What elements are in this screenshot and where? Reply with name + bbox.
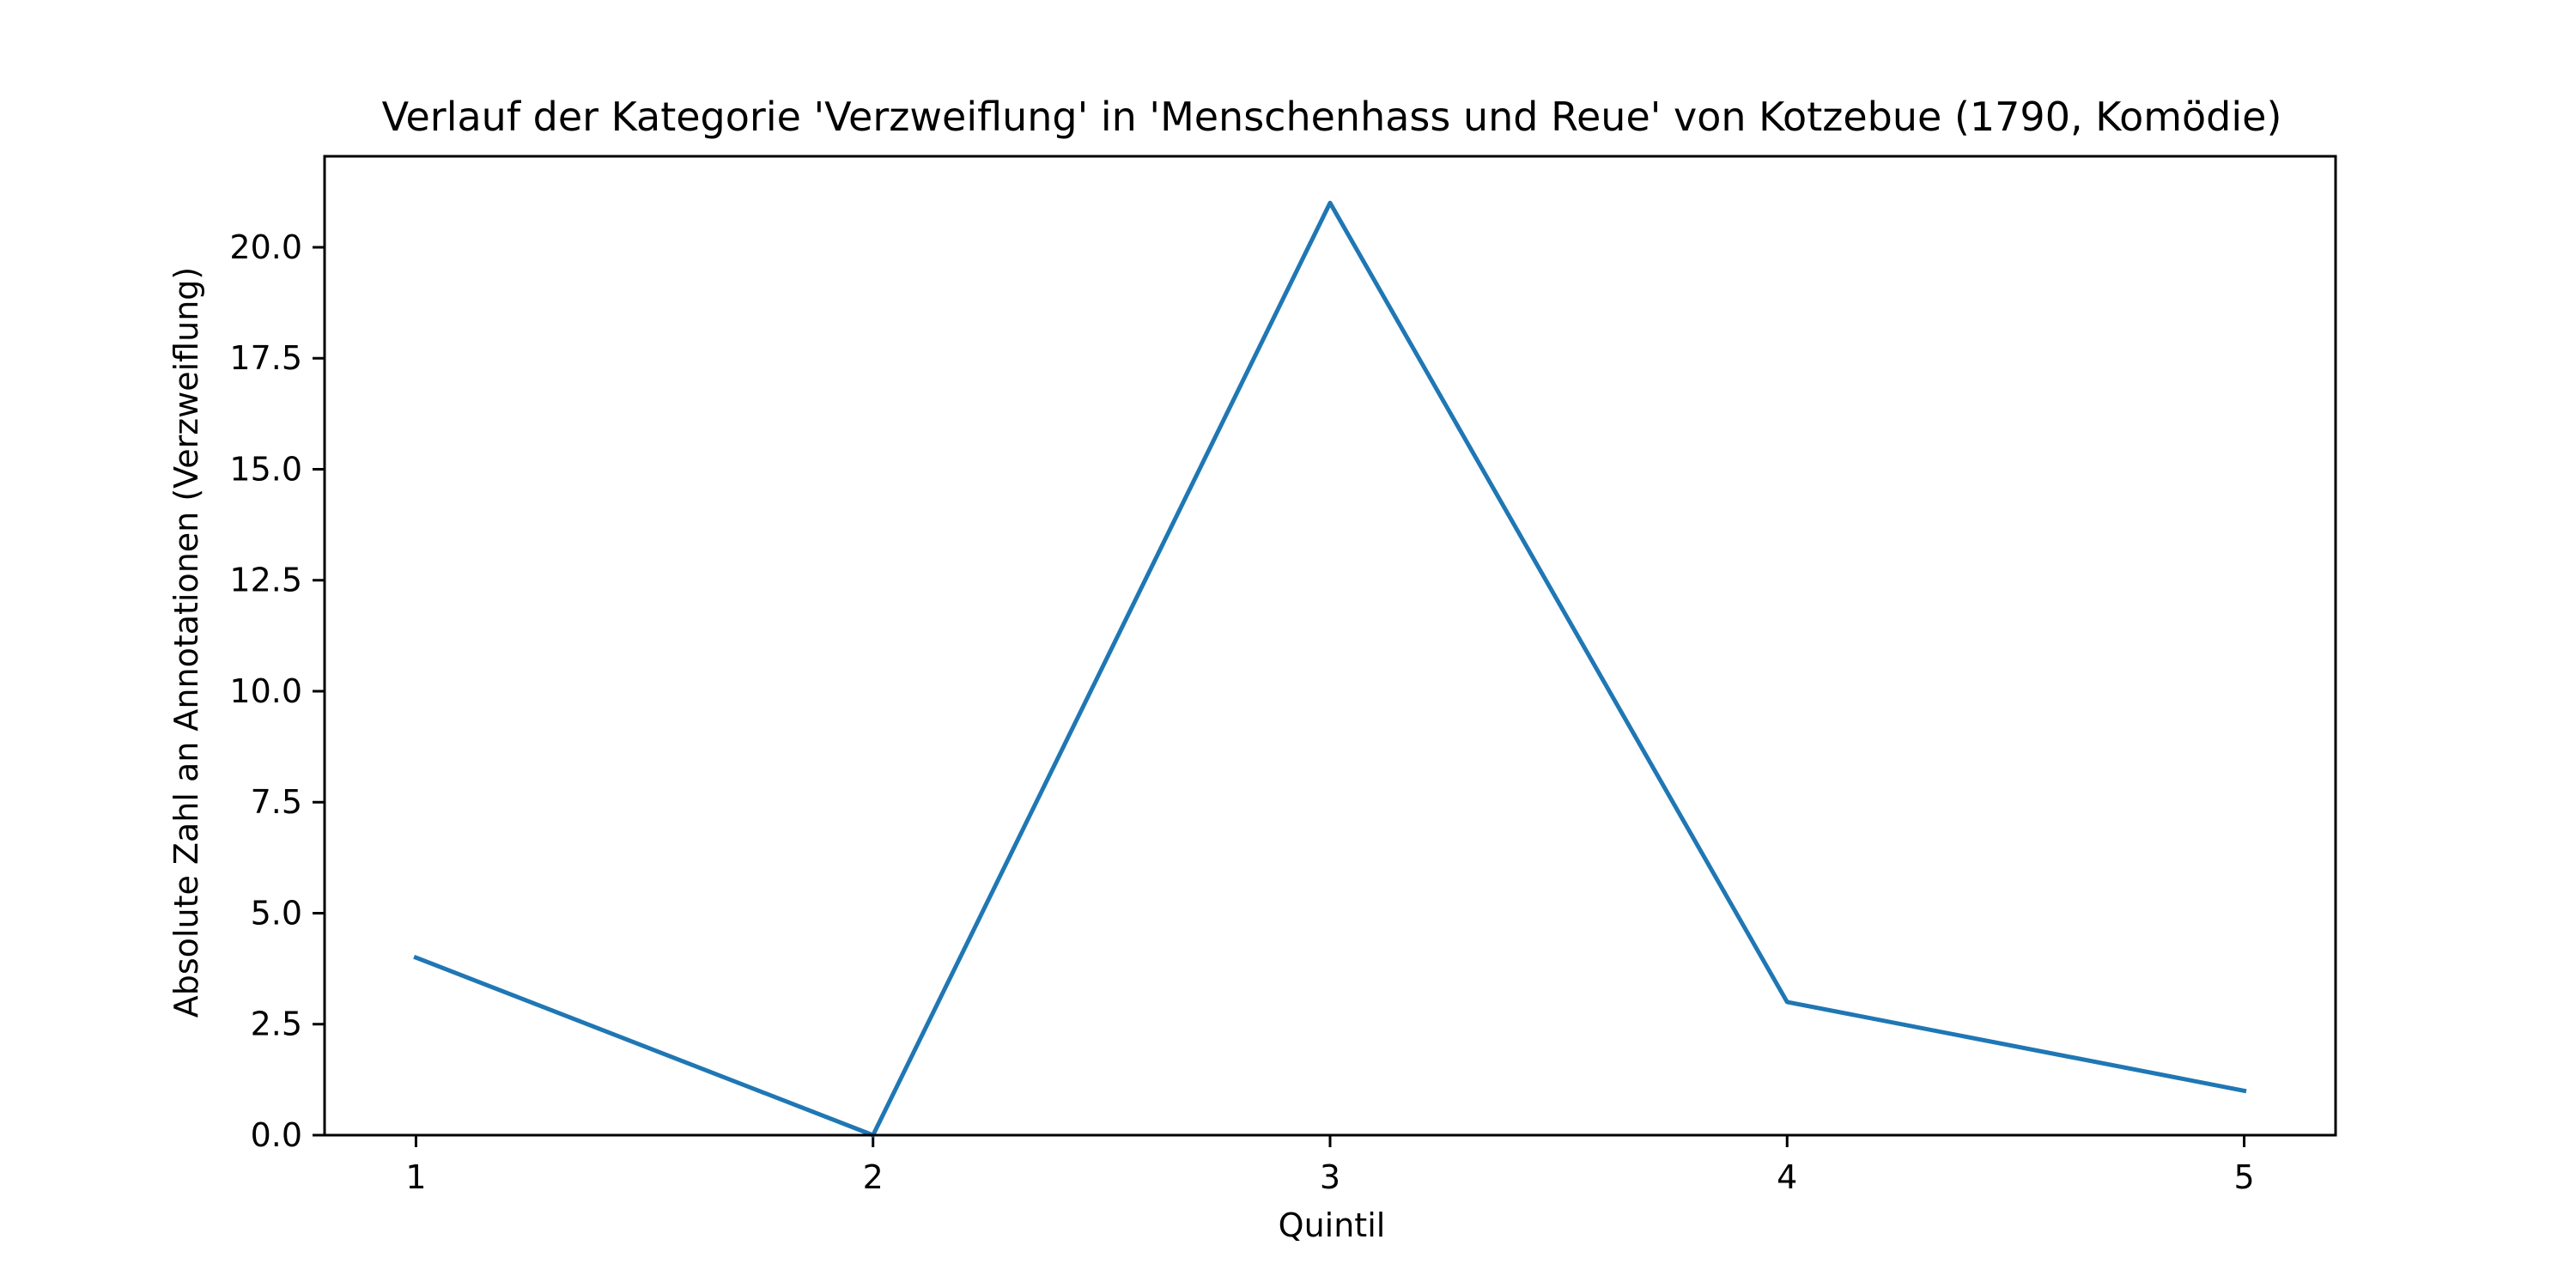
x-tick-label: 5 xyxy=(2233,1158,2254,1196)
x-tick-label: 4 xyxy=(1777,1158,1797,1196)
y-tick-label: 20.0 xyxy=(229,228,302,266)
y-tick-label: 17.5 xyxy=(229,339,302,377)
y-tick-label: 5.0 xyxy=(251,894,302,932)
plot-area: 0.0 2.5 5.0 7.5 10.0 12.5 15.0 17.5 20.0 1 2 3 4 5 xyxy=(229,155,2337,1196)
x-axis-label: Quintil xyxy=(1279,1206,1386,1244)
x-tick-label: 3 xyxy=(1320,1158,1340,1196)
x-tick-label: 1 xyxy=(405,1158,426,1196)
y-tick-label: 2.5 xyxy=(251,1005,302,1043)
y-axis-label: Absolute Zahl an Annotationen (Verzweifl… xyxy=(167,267,205,1018)
y-tick-label: 12.5 xyxy=(229,562,302,599)
plot-frame xyxy=(323,155,2337,1137)
chart-title: Verlauf der Kategorie 'Verzweiflung' in … xyxy=(382,94,2282,140)
y-tick-label: 7.5 xyxy=(251,783,302,821)
series-line xyxy=(413,200,2247,1138)
y-tick-label: 0.0 xyxy=(251,1116,302,1154)
x-tick-label: 2 xyxy=(863,1158,884,1196)
y-tick-label: 10.0 xyxy=(229,672,302,710)
y-tick-label: 15.0 xyxy=(229,450,302,488)
